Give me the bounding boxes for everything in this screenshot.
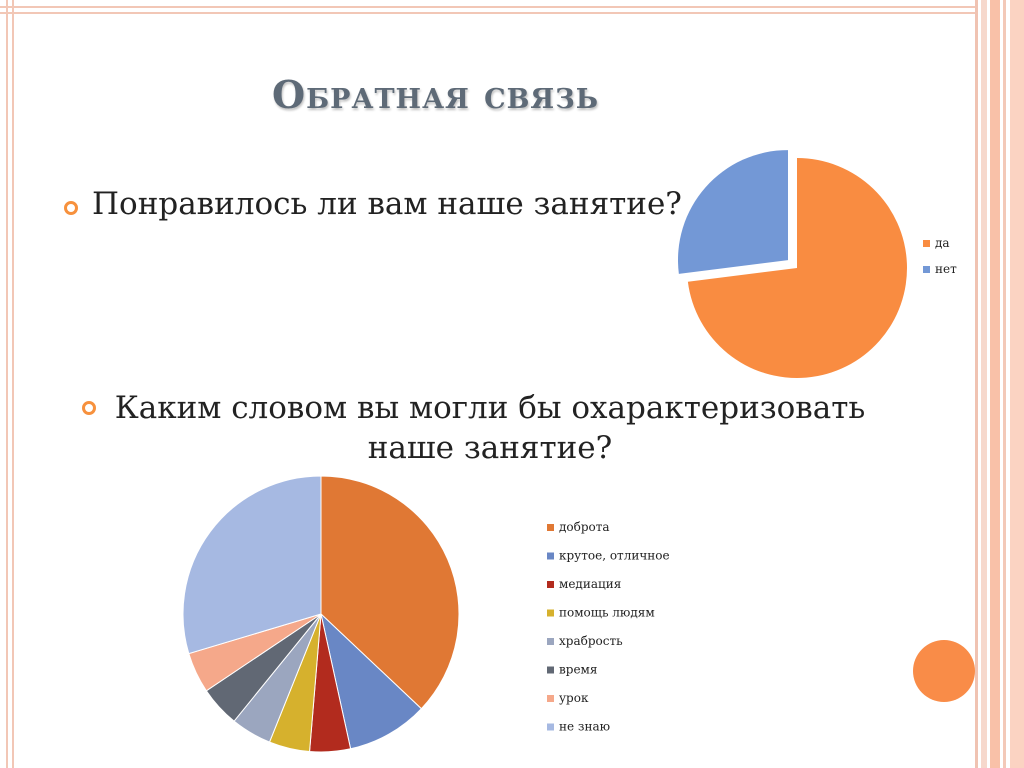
bullet-icon — [64, 201, 78, 215]
decor-stripe — [975, 0, 978, 768]
frame-line-left-outer — [6, 0, 8, 768]
pie-slice-0 — [687, 158, 908, 378]
legend-label: храбрость — [559, 634, 623, 648]
legend-label: медиация — [559, 577, 621, 591]
legend-swatch — [547, 723, 554, 731]
legend-swatch — [547, 552, 554, 560]
decor-stripe — [990, 0, 1000, 768]
decor-stripe — [1003, 0, 1006, 768]
pie-slice-1 — [320, 612, 423, 750]
pie-chart-words: доброта крутое, отличное медиация помощь лю… — [182, 475, 670, 753]
question-2: Каким словом вы могли бы охарактеризоват… — [114, 390, 866, 466]
bullet-icon — [82, 401, 96, 415]
legend-swatch — [547, 695, 554, 702]
frame-line-left-inner — [12, 0, 14, 768]
legend-swatch — [923, 240, 930, 247]
legend-swatch — [547, 524, 554, 531]
decor-stripe — [1010, 0, 1024, 768]
legend-swatch — [547, 581, 554, 588]
legend-label: не знаю — [559, 720, 610, 734]
frame-line-top-outer — [0, 6, 975, 8]
legend-label: время — [559, 663, 597, 677]
pie-slice-7 — [182, 475, 322, 655]
question-1: Понравилось ли вам наше занятие? — [92, 186, 682, 222]
legend-label: урок — [559, 691, 589, 705]
decor-stripe — [981, 0, 987, 768]
frame-line-top-inner — [0, 12, 975, 14]
legend-label: да — [935, 236, 950, 250]
decor-orange-circle — [913, 640, 975, 702]
pie-slice-1 — [677, 150, 788, 274]
pie-slice-0 — [320, 475, 460, 710]
legend-label: крутое, отличное — [559, 549, 670, 563]
slide-title: Обратная связь — [272, 72, 599, 117]
legend-swatch — [547, 609, 554, 617]
legend-label: доброта — [559, 520, 610, 534]
legend-label: нет — [935, 262, 957, 276]
legend-swatch — [923, 266, 930, 273]
legend-label: помощь людям — [559, 606, 655, 620]
legend-swatch — [547, 666, 554, 674]
legend-swatch — [547, 638, 554, 645]
pie-chart-liked: да нет — [677, 150, 957, 378]
